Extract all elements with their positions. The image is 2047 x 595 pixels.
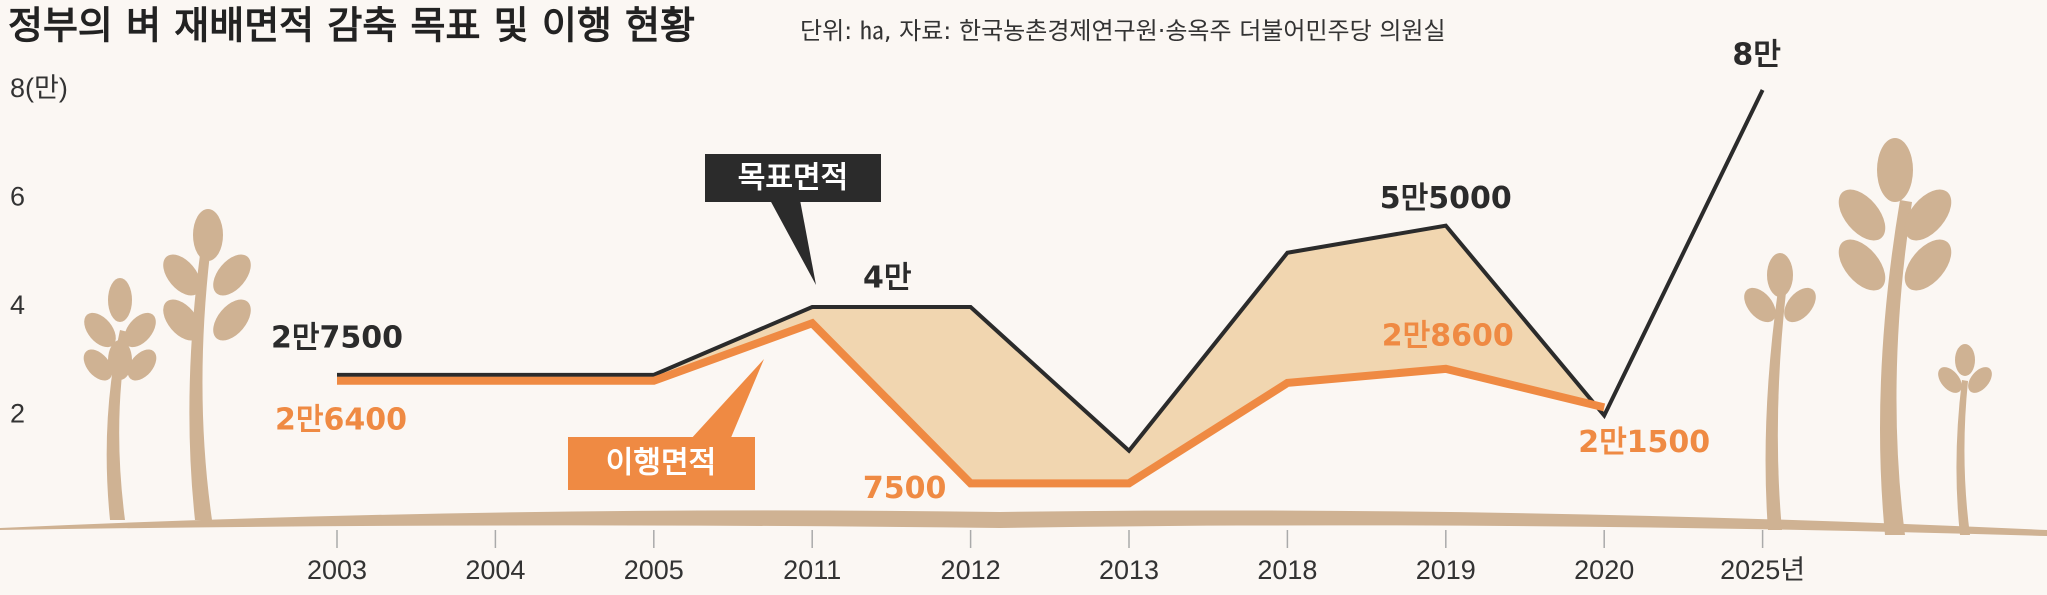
- callout-pointer: [690, 359, 764, 440]
- data-label: 7500: [863, 471, 947, 506]
- series-line: [337, 318, 1606, 488]
- legend-label: 이행면적: [606, 446, 716, 481]
- x-tick-label: 2025년: [1720, 555, 1805, 585]
- x-tick-label: 2003: [307, 555, 367, 585]
- series-line: [337, 89, 1765, 454]
- data-label: 2만7500: [271, 320, 403, 355]
- area-fill: [337, 225, 1605, 484]
- data-label: 2만1500: [1578, 425, 1710, 460]
- data-label: 5만5000: [1380, 181, 1512, 216]
- callout-pointer: [770, 200, 816, 285]
- chart-title: 정부의 벼 재배면적 감축 목표 및 이행 현황: [8, 4, 695, 48]
- x-tick-label: 2011: [783, 555, 841, 585]
- x-tick-label: 2019: [1416, 555, 1476, 585]
- legend-box: [705, 154, 881, 202]
- chart-subtitle: 단위: ㏊, 자료: 한국농촌경제연구원·송옥주 더불어민주당 의원실: [800, 17, 1446, 45]
- data-label: 8만: [1732, 38, 1781, 73]
- wheat-decoration: [0, 138, 2047, 536]
- x-tick-label: 2005: [624, 555, 684, 585]
- y-tick-label: 6: [10, 182, 25, 212]
- x-tick-label: 2012: [941, 555, 1001, 585]
- legend-box: [568, 437, 755, 490]
- legend-label: 목표면적: [738, 161, 848, 196]
- y-tick-label: 8(만): [10, 73, 68, 103]
- y-tick-label: 4: [10, 290, 25, 320]
- x-tick-label: 2018: [1257, 555, 1317, 585]
- data-label: 4만: [863, 261, 912, 296]
- x-tick-label: 2020: [1574, 555, 1634, 585]
- data-label: 2만8600: [1382, 318, 1514, 353]
- x-tick-label: 2013: [1099, 555, 1159, 585]
- x-tick-label: 2004: [465, 555, 525, 585]
- legend: 목표면적 이행면적: [568, 154, 881, 490]
- y-tick-label: 2: [10, 399, 25, 429]
- data-label: 2만6400: [275, 402, 407, 437]
